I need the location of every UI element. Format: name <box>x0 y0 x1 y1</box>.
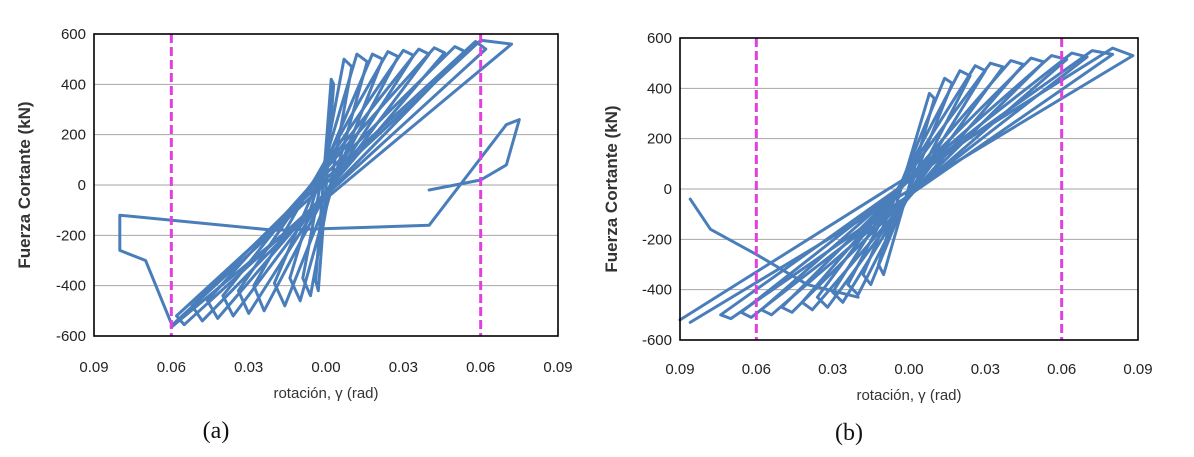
y-tick-label: 400 <box>61 76 86 93</box>
series-loop-8 <box>759 54 1069 317</box>
y-tick-label: 600 <box>647 30 672 47</box>
y-tick-label: 0 <box>78 177 86 194</box>
x-tick-label: 0.06 <box>466 359 495 376</box>
y-tick-label: -600 <box>56 328 86 345</box>
chart-panel-a: -600 -400 -200 0 200 400 600 0.09 0.06 0.03 0.00 0.… <box>15 26 573 444</box>
chart-panel-b: -600 -400 -200 0 200 400 600 0.09 0.06 0.03 0.00 0.… <box>602 30 1153 446</box>
y-tick-label: 400 <box>647 80 672 97</box>
plot-frame <box>679 37 1139 341</box>
y-axis-label: Fuerza Cortante (kN) <box>602 105 621 272</box>
y-tick-label: -600 <box>642 332 672 349</box>
series-loop-8 <box>205 46 447 320</box>
series-loop-5 <box>815 61 1005 309</box>
x-tick-label: 0.09 <box>1123 361 1152 378</box>
panel-caption: (a) <box>203 418 230 444</box>
series-loop-1 <box>314 77 336 293</box>
series-loop-11 <box>678 46 1135 324</box>
x-tick-label: 0.00 <box>311 359 340 376</box>
y-tick-label: -200 <box>56 227 86 244</box>
x-tick-label: 0.09 <box>79 359 108 376</box>
series-loop-3 <box>288 52 369 303</box>
series-loop-11 <box>169 38 514 329</box>
series-loop-10 <box>175 40 488 327</box>
series-degraded <box>118 118 521 325</box>
y-tick-label: 0 <box>664 181 672 198</box>
series-loop-9 <box>739 51 1089 319</box>
x-tick-label: 0.03 <box>389 359 418 376</box>
x-tick-label: 0.06 <box>157 359 186 376</box>
y-tick-label: -400 <box>56 278 86 295</box>
y-tick-label: 200 <box>647 131 672 148</box>
x-tick-label: 0.03 <box>818 361 847 378</box>
plot-frame <box>93 33 559 337</box>
y-axis-label: Fuerza Cortante (kN) <box>15 101 34 268</box>
x-tick-label: 0.09 <box>665 361 694 378</box>
y-tick-label: -200 <box>642 231 672 248</box>
series-loop-1 <box>877 91 936 277</box>
x-tick-label: 0.03 <box>234 359 263 376</box>
x-axis-label: rotación, γ (rad) <box>273 385 378 402</box>
x-tick-label: 0.09 <box>543 359 572 376</box>
panel-caption: (b) <box>835 420 863 446</box>
x-tick-label: 0.00 <box>894 361 923 378</box>
y-tick-label: 600 <box>61 26 86 43</box>
x-tick-label: 0.06 <box>1047 361 1076 378</box>
x-tick-label: 0.03 <box>971 361 1000 378</box>
x-axis-label: rotación, γ (rad) <box>856 387 961 404</box>
y-tick-label: -400 <box>642 282 672 299</box>
x-tick-label: 0.06 <box>742 361 771 378</box>
y-tick-label: 200 <box>61 127 86 144</box>
